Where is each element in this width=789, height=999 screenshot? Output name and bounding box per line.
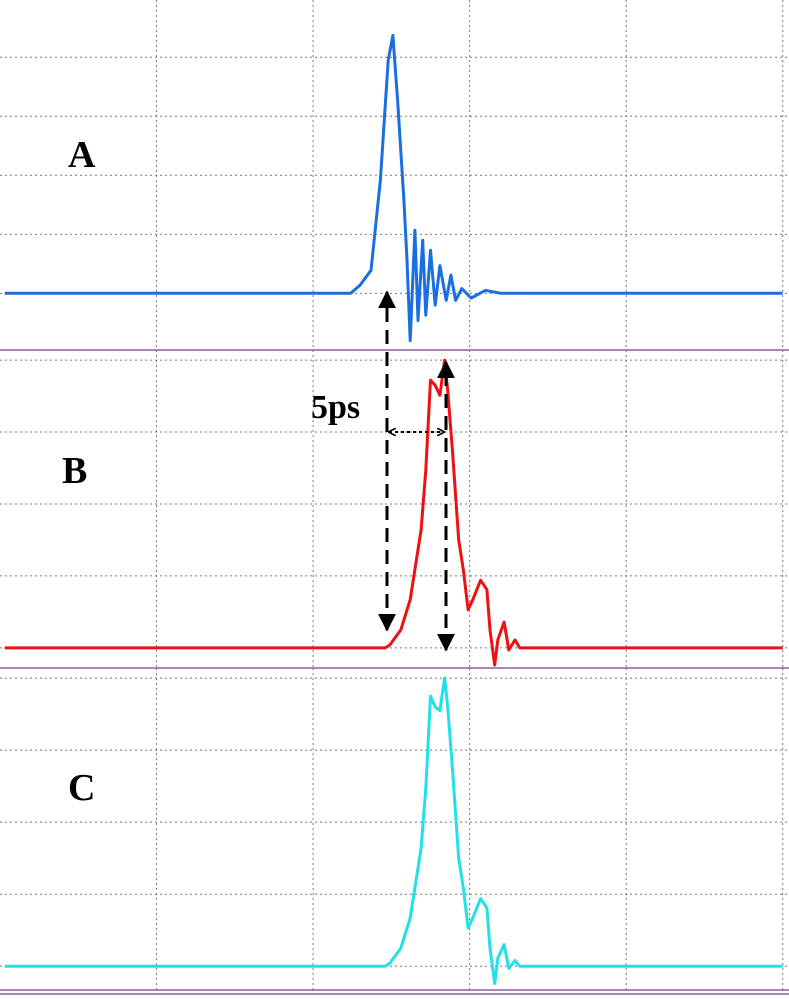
trace-label: B (62, 450, 87, 492)
trace (4, 358, 783, 667)
delay-arrows (378, 290, 455, 652)
trace (4, 676, 783, 985)
delay-label: 5ps (311, 389, 360, 426)
trace (4, 33, 783, 343)
trace-label: C (68, 767, 95, 809)
trace-label: A (68, 134, 96, 176)
